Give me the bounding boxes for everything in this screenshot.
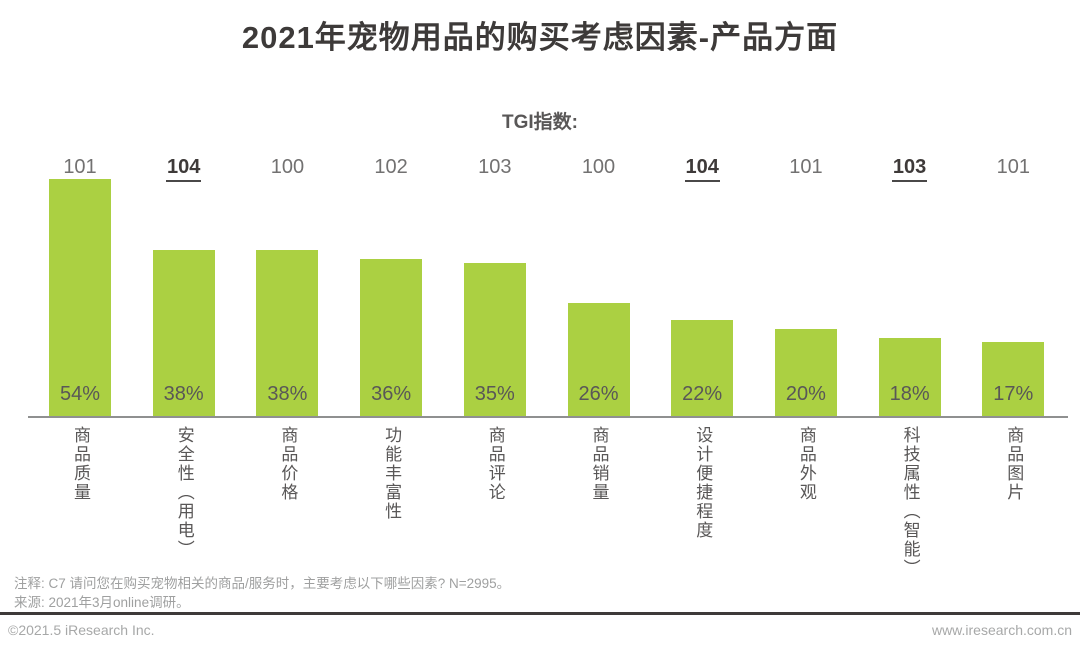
- tgi-value-8: 101: [789, 156, 823, 178]
- bar-value-label-3: 38%: [267, 383, 308, 405]
- bar-value-label-4: 36%: [371, 383, 412, 405]
- bar-1: [49, 179, 111, 417]
- bar-value-label-9: 18%: [889, 383, 930, 405]
- tgi-value-4: 102: [374, 156, 408, 178]
- category-label-8: 商品外观: [796, 426, 816, 502]
- chart-notes: 注释: C7 请问您在购买宠物相关的商品/服务时，主要考虑以下哪些因素? N=2…: [14, 574, 510, 612]
- bar-6: [567, 302, 630, 417]
- x-axis-line: [28, 416, 1068, 418]
- bar-5: [463, 263, 526, 417]
- bar-value-label-6: 26%: [578, 383, 619, 405]
- category-label-3: 商品价格: [278, 426, 298, 502]
- category-label-9: 科技属性（智能）: [900, 426, 920, 578]
- bar-3: [256, 249, 319, 417]
- tgi-value-9: 103: [870, 156, 950, 182]
- bar-4: [360, 258, 423, 417]
- bar-8: [774, 329, 837, 417]
- bar-value-label-5: 35%: [474, 383, 515, 405]
- tgi-value-2: 104: [144, 156, 224, 182]
- footer-bar: ©2021.5 iResearch Inc. www.iresearch.com…: [8, 622, 1072, 638]
- bar-7: [671, 320, 734, 417]
- tgi-value-1: 101: [63, 156, 97, 178]
- category-label-7: 设计便捷程度: [693, 426, 713, 540]
- bar-value-label-1: 54%: [59, 383, 101, 405]
- note-source: 来源: 2021年3月online调研。: [14, 595, 190, 610]
- copyright-text: ©2021.5 iResearch Inc.: [8, 622, 155, 638]
- category-label-5: 商品评论: [485, 426, 505, 502]
- tgi-value-3: 100: [270, 156, 305, 178]
- tgi-value-6: 100: [581, 156, 616, 178]
- category-label-10: 商品图片: [1004, 426, 1024, 502]
- tgi-value-7: 104: [662, 156, 742, 182]
- bar-value-label-7: 22%: [682, 383, 723, 405]
- bar-2: [152, 249, 215, 417]
- page-title: 2021年宠物用品的购买考虑因素-产品方面: [241, 20, 839, 55]
- category-label-4: 功能丰富性: [382, 426, 402, 521]
- bar-10: [982, 342, 1045, 417]
- tgi-value-10: 101: [996, 156, 1030, 178]
- note-question: 注释: C7 请问您在购买宠物相关的商品/服务时，主要考虑以下哪些因素? N=2…: [14, 576, 511, 591]
- bar-value-label-8: 20%: [785, 383, 826, 405]
- tgi-value-5: 103: [478, 156, 512, 178]
- footer-divider: [0, 612, 1080, 615]
- website-url: www.iresearch.com.cn: [931, 622, 1072, 638]
- bar-value-label-2: 38%: [163, 383, 204, 405]
- bar-value-label-10: 17%: [993, 383, 1034, 405]
- category-label-2: 安全性（用电）: [174, 426, 194, 559]
- category-label-6: 商品销量: [589, 426, 609, 502]
- category-label-1: 商品质量: [71, 426, 90, 502]
- bar-9: [878, 337, 941, 417]
- tgi-index-header: TGI指数:: [502, 112, 578, 133]
